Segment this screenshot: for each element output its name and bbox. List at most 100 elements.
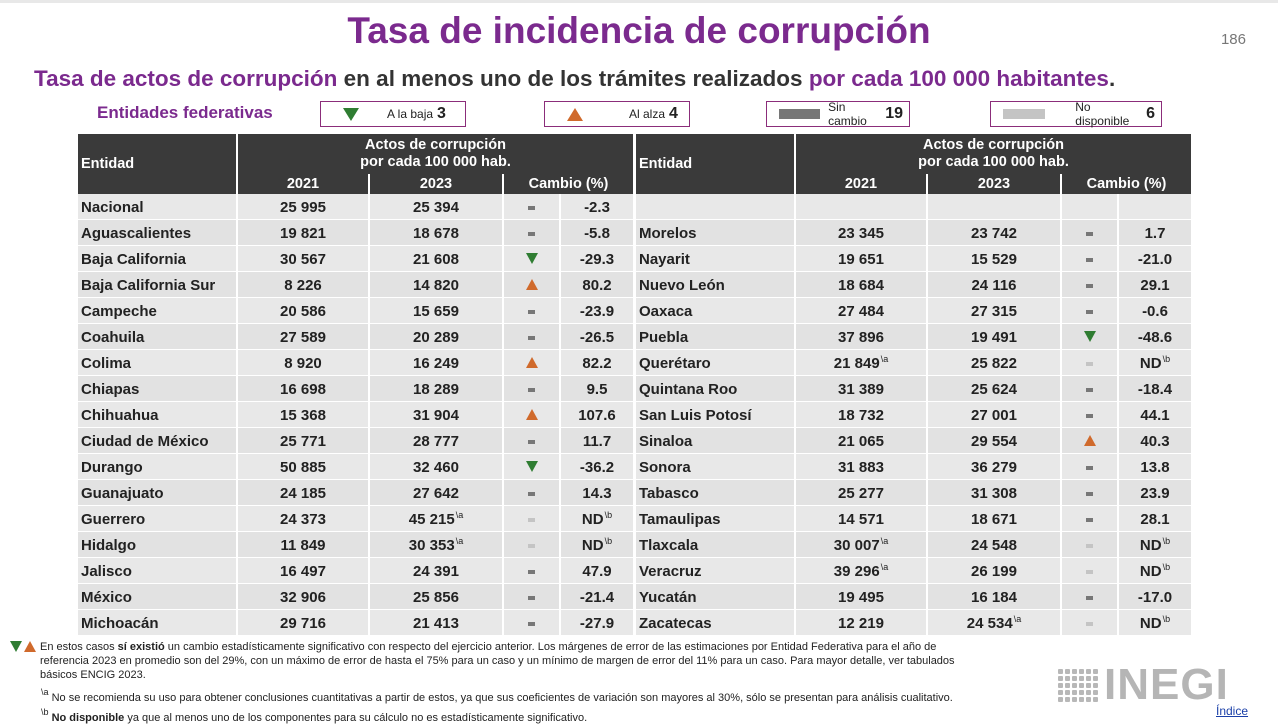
value-2023-cell: 27 001 [928,402,1060,428]
value-2021-cell: 27 589 [238,324,368,350]
section-label: Entidades federativas [97,103,273,122]
value-2021-cell: 27 484 [796,298,926,324]
no-change-dash-icon [1086,517,1093,522]
no-change-dash-icon [528,335,535,340]
value-2023-cell: 25 624 [928,376,1060,402]
table-row: Veracruz 39 296\a 26 199 ND\b [636,558,1191,584]
table-row: Aguascalientes 19 821 18 678 -5.8 [78,220,633,246]
table-row: Guerrero 24 373 45 215\a ND\b [78,506,633,532]
table-row: Tlaxcala 30 007\a 24 548 ND\b [636,532,1191,558]
change-cell: ND\b [561,506,633,532]
footnote-mark: \b [1162,354,1171,364]
table-row: Jalisco 16 497 24 391 47.9 [78,558,633,584]
indicator-cell [1062,584,1117,610]
table-row: Sonora 31 883 36 279 13.8 [636,454,1191,480]
no-change-dash-icon [1086,283,1093,288]
value-2023-cell: 16 184 [928,584,1060,610]
table-row: Quintana Roo 31 389 25 624 -18.4 [636,376,1191,402]
value-2023-cell: 24 116 [928,272,1060,298]
value-2021-cell-value: 23 345 [838,224,884,242]
change-cell-value: -2.3 [584,198,610,216]
change-cell: -26.5 [561,324,633,350]
value-2023-cell-value: 24 116 [971,276,1017,294]
down-triangle-icon [525,252,538,264]
table-row: Tabasco 25 277 31 308 23.9 [636,480,1191,506]
indicator-cell [504,454,559,480]
change-cell: 23.9 [1119,480,1191,506]
entity-cell-value: Guerrero [81,510,146,528]
entity-cell-value: Sinaloa [639,432,693,450]
value-2021-cell: 18 684 [796,272,926,298]
entity-cell-value: Nayarit [639,250,690,268]
table-row: Nacional 25 995 25 394 -2.3 [78,194,633,220]
change-cell: -48.6 [1119,324,1191,350]
group-header-line1: Actos de corrupción [923,137,1064,153]
table-row: Sinaloa 21 065 29 554 40.3 [636,428,1191,454]
value-2021-cell-value: 19 495 [838,588,884,606]
indicator-cell [1062,220,1117,246]
entity-cell: Michoacán [78,610,236,636]
value-2021-cell: 11 849 [238,532,368,558]
value-2021-cell-value: 8 226 [284,276,322,294]
change-cell-value: ND [581,511,604,528]
no-change-dash-icon [528,387,535,392]
table-row: Zacatecas 12 219 24 534\a ND\b [636,610,1191,636]
legend-na-label: No disponible [1075,100,1130,128]
entity-cell-value: Hidalgo [81,536,136,554]
footnote-a: \a No se recomienda su uso para obtener … [40,685,1050,705]
entity-cell: Querétaro [636,350,794,376]
entity-cell [636,194,794,220]
entity-cell-value: Ciudad de México [81,432,209,450]
top-rule [0,0,1278,3]
value-2021-cell-value: 27 484 [838,302,884,320]
entity-cell: Nuevo León [636,272,794,298]
table-row: Puebla 37 896 19 491 -48.6 [636,324,1191,350]
value-2023-cell: 27 315 [928,298,1060,324]
change-cell: -29.3 [561,246,633,272]
no-change-dash-icon [1086,309,1093,314]
entity-cell: Baja California Sur [78,272,236,298]
footnote-mark: \a [880,536,889,546]
col-2023-header: 2023 [370,174,502,194]
value-2021-cell-value: 18 732 [838,406,884,424]
change-cell-value: -17.0 [1137,588,1173,606]
legend-nochange-count: 19 [885,105,903,122]
indicator-cell [504,246,559,272]
change-cell-value: 44.1 [1140,406,1170,424]
not-available-dash-icon [1086,569,1093,574]
change-cell-value: ND [1139,615,1162,632]
indicator-cell [504,610,559,636]
value-2021-cell-value: 8 920 [284,354,322,372]
index-link[interactable]: Índice [1216,704,1249,718]
value-2021-cell: 25 771 [238,428,368,454]
value-2021-cell: 14 571 [796,506,926,532]
value-2021-cell: 31 883 [796,454,926,480]
change-cell-value: 11.7 [582,432,612,450]
value-2021-cell-value: 30 567 [280,250,326,268]
value-2021-cell: 32 906 [238,584,368,610]
value-2021-cell: 25 995 [238,194,368,220]
table-row: Colima 8 920 16 249 82.2 [78,350,633,376]
change-cell: 47.9 [561,558,633,584]
value-2021-cell: 23 345 [796,220,926,246]
left-table: Entidad Actos de corrupción por cada 100 … [76,134,635,636]
table-row: México 32 906 25 856 -21.4 [78,584,633,610]
subtitle: Tasa de actos de corrupción en al menos … [34,66,1115,92]
no-change-dash-icon [1086,465,1093,470]
entity-cell: México [78,584,236,610]
nochange-swatch-icon [779,109,821,119]
group-header-line2: por cada 100 000 hab. [918,154,1069,170]
footnote-mark: \a [455,510,464,520]
change-cell-value: 9.5 [586,380,608,398]
na-swatch-icon [1003,109,1046,119]
indicator-cell [1062,350,1117,376]
change-cell-value: 82.2 [582,354,612,372]
col-2021-header: 2021 [796,174,926,194]
entity-cell: Baja California [78,246,236,272]
change-cell-value: -27.9 [579,614,615,632]
entity-cell: Aguascalientes [78,220,236,246]
footnote-mark: \b [1162,562,1171,572]
value-2021-cell: 19 495 [796,584,926,610]
col-entity-header: Entidad [78,134,236,194]
value-2021-cell-value: 19 821 [280,224,326,242]
